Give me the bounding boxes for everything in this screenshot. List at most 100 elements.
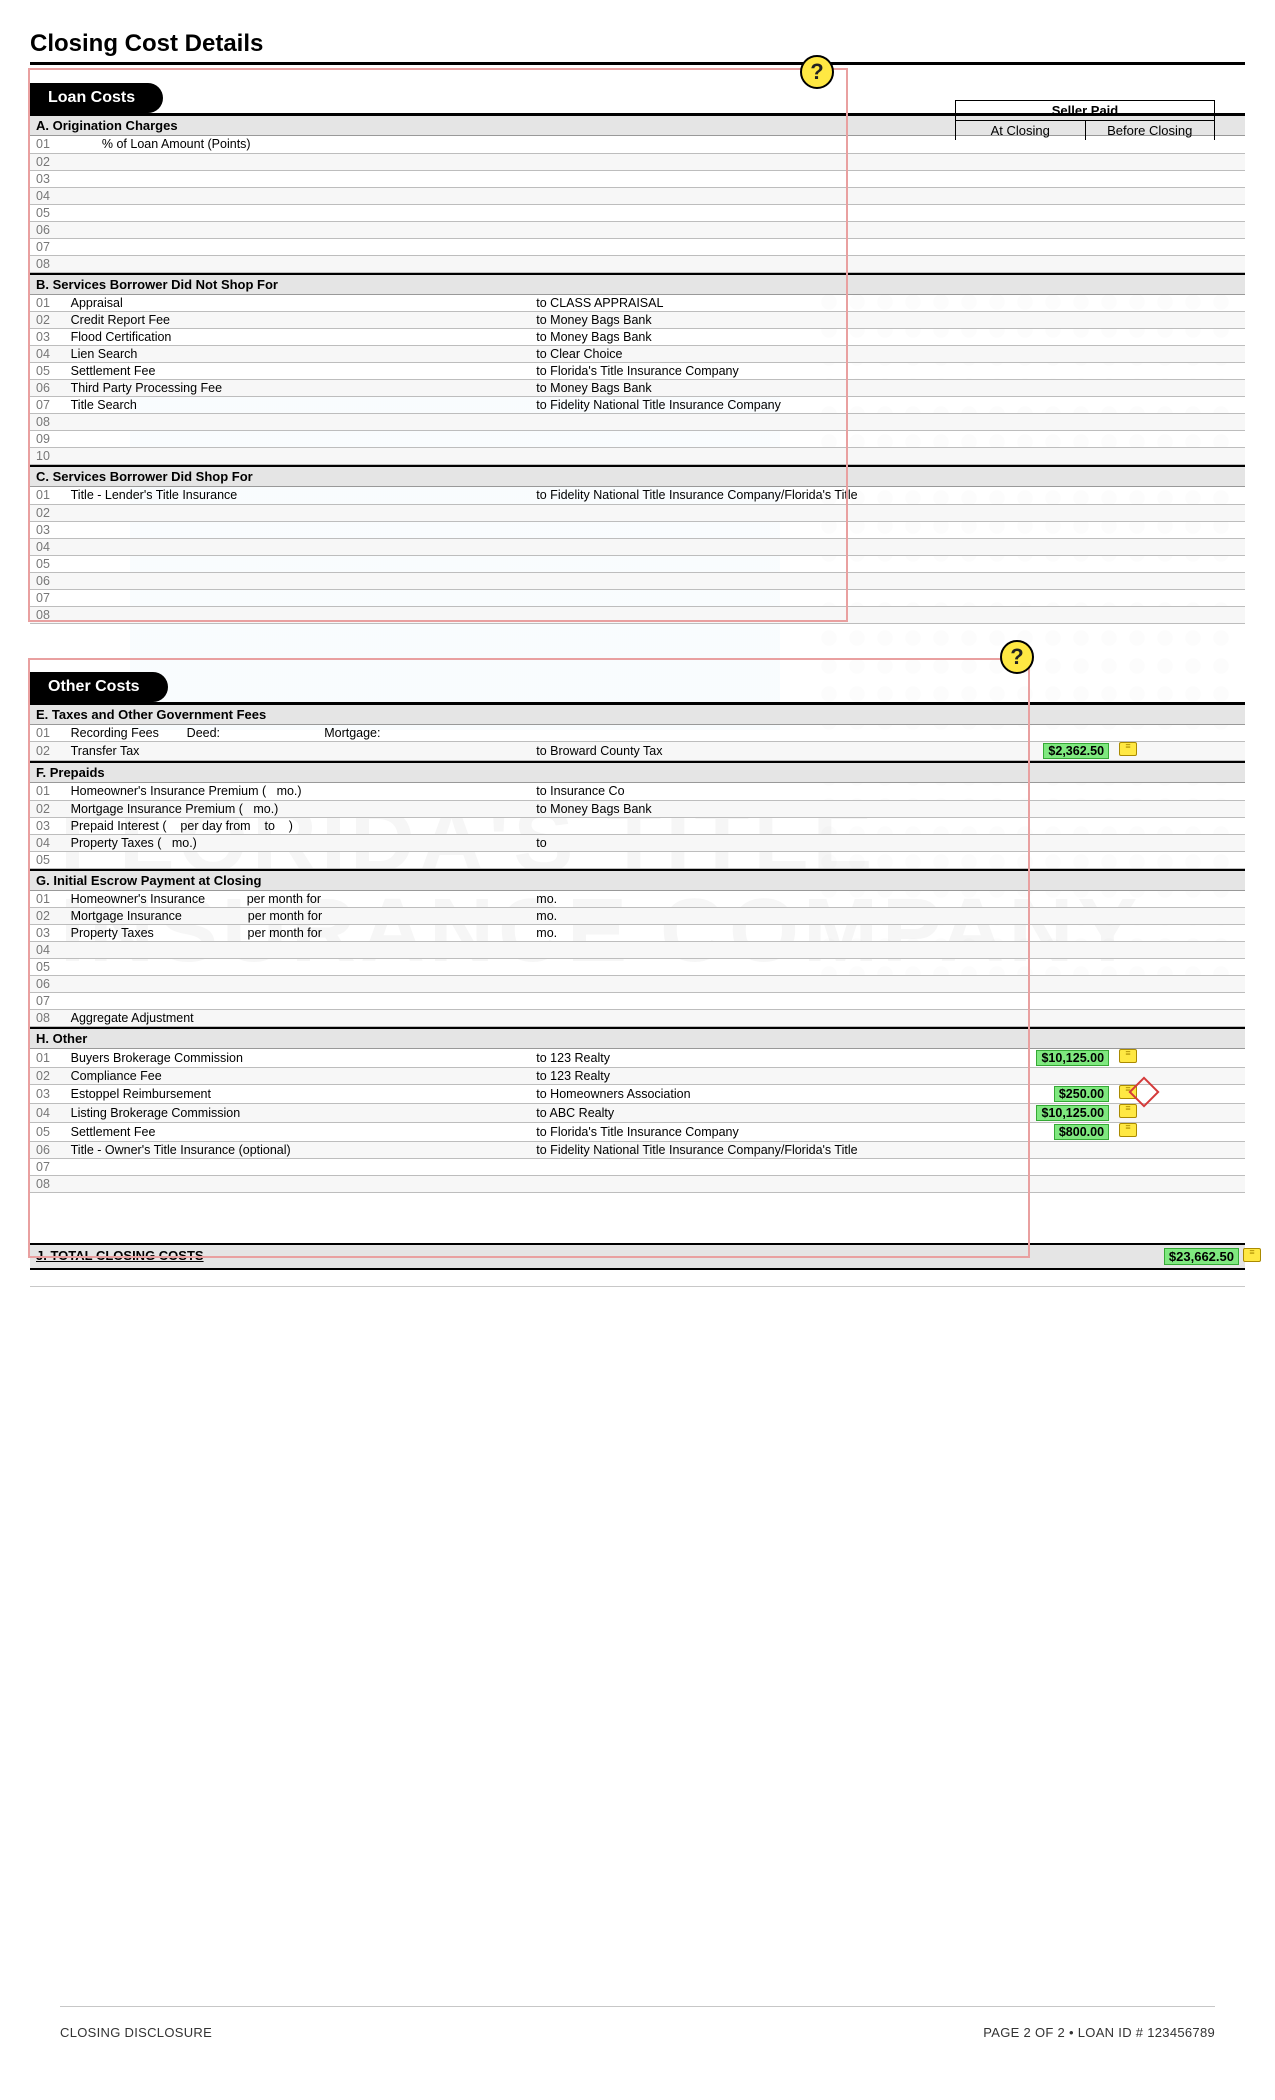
table-row: 02Mortgage Insurance Premium ( mo.)to Mo… xyxy=(30,800,1245,817)
row-description: Mortgage Insurance Premium ( mo.) xyxy=(65,800,531,817)
row-payee xyxy=(530,414,985,431)
section-b-table: 01Appraisalto CLASS APPRAISAL02Credit Re… xyxy=(30,295,1245,466)
section-g-table: 01Homeowner's Insurance per month formo.… xyxy=(30,891,1245,1028)
annotation-note-icon[interactable]: ≡ xyxy=(1119,1123,1137,1137)
row-amount xyxy=(985,1010,1115,1027)
row-number: 05 xyxy=(30,851,65,868)
row-payee: to Fidelity National Title Insurance Com… xyxy=(530,1142,985,1159)
row-amount xyxy=(985,783,1115,800)
table-row: 08 xyxy=(30,414,1245,431)
table-row: 05 xyxy=(30,204,1245,221)
row-amount xyxy=(985,851,1115,868)
row-description: Title - Lender's Title Insurance xyxy=(65,487,531,504)
row-amount xyxy=(985,346,1115,363)
row-amount-before xyxy=(1115,329,1245,346)
row-payee xyxy=(530,187,985,204)
row-number: 02 xyxy=(30,800,65,817)
row-description xyxy=(65,606,531,623)
table-row: 05 xyxy=(30,851,1245,868)
row-amount xyxy=(985,238,1115,255)
row-payee: to Fidelity National Title Insurance Com… xyxy=(530,397,985,414)
row-amount xyxy=(985,414,1115,431)
row-amount-before xyxy=(1115,504,1245,521)
table-row: 03 xyxy=(30,170,1245,187)
row-number: 04 xyxy=(30,346,65,363)
row-amount-before xyxy=(1115,170,1245,187)
row-amount xyxy=(985,1176,1115,1193)
row-payee: to Clear Choice xyxy=(530,346,985,363)
annotation-note-icon[interactable]: ≡ xyxy=(1119,1104,1137,1118)
row-amount-before xyxy=(1115,448,1245,465)
row-amount-before xyxy=(1115,487,1245,504)
row-amount: $10,125.00≡ xyxy=(985,1104,1115,1123)
row-amount: $250.00≡ xyxy=(985,1085,1115,1104)
row-amount-before xyxy=(1115,993,1245,1010)
row-payee: to 123 Realty xyxy=(530,1049,985,1068)
table-row: 02Compliance Feeto 123 Realty xyxy=(30,1068,1245,1085)
seller-paid-label: Seller Paid xyxy=(956,101,1214,121)
row-number: 03 xyxy=(30,817,65,834)
row-payee xyxy=(530,538,985,555)
annotation-note-icon[interactable]: ≡ xyxy=(1119,1049,1137,1063)
row-amount: $800.00≡ xyxy=(985,1123,1115,1142)
row-payee xyxy=(530,170,985,187)
row-number: 08 xyxy=(30,414,65,431)
row-amount-before xyxy=(1115,572,1245,589)
row-payee: mo. xyxy=(530,891,985,908)
row-amount xyxy=(985,521,1115,538)
other-costs-pill: Other Costs xyxy=(30,672,168,702)
row-amount xyxy=(985,312,1115,329)
row-number: 07 xyxy=(30,397,65,414)
row-number: 10 xyxy=(30,448,65,465)
row-payee xyxy=(530,976,985,993)
row-number: 01 xyxy=(30,725,65,742)
row-description xyxy=(65,572,531,589)
row-amount-before xyxy=(1115,891,1245,908)
row-description: Transfer Tax xyxy=(65,742,531,761)
help-icon[interactable]: ? xyxy=(1000,640,1034,674)
row-description xyxy=(65,555,531,572)
row-payee xyxy=(530,136,985,153)
row-payee: to Homeowners Association xyxy=(530,1085,985,1104)
row-description xyxy=(65,153,531,170)
row-number: 06 xyxy=(30,572,65,589)
row-number: 04 xyxy=(30,942,65,959)
table-row: 01Buyers Brokerage Commissionto 123 Real… xyxy=(30,1049,1245,1068)
highlighted-amount: $800.00 xyxy=(1054,1124,1109,1140)
highlighted-amount: $250.00 xyxy=(1054,1086,1109,1102)
table-row: 10 xyxy=(30,448,1245,465)
row-description: Prepaid Interest ( per day from to ) xyxy=(65,817,531,834)
row-amount-before xyxy=(1115,606,1245,623)
row-amount-before xyxy=(1115,959,1245,976)
row-number: 03 xyxy=(30,170,65,187)
row-description: Property Taxes per month for xyxy=(65,925,531,942)
table-row: 04 xyxy=(30,187,1245,204)
row-amount-before xyxy=(1115,976,1245,993)
annotation-note-icon[interactable]: ≡ xyxy=(1243,1248,1261,1262)
row-payee: to Money Bags Bank xyxy=(530,329,985,346)
row-amount-before xyxy=(1115,414,1245,431)
row-number: 07 xyxy=(30,1159,65,1176)
row-number: 01 xyxy=(30,295,65,312)
row-amount xyxy=(985,329,1115,346)
table-row: 01Homeowner's Insurance Premium ( mo.)to… xyxy=(30,783,1245,800)
help-icon[interactable]: ? xyxy=(800,55,834,89)
row-description: Third Party Processing Fee xyxy=(65,380,531,397)
table-row: 03Estoppel Reimbursementto Homeowners As… xyxy=(30,1085,1245,1104)
row-amount-before xyxy=(1115,431,1245,448)
row-description: Homeowner's Insurance per month for xyxy=(65,891,531,908)
row-payee xyxy=(530,1010,985,1027)
row-description xyxy=(65,538,531,555)
section-g-header: G. Initial Escrow Payment at Closing xyxy=(30,869,1245,891)
row-amount xyxy=(985,153,1115,170)
row-amount-before xyxy=(1115,346,1245,363)
row-amount xyxy=(985,1068,1115,1085)
row-amount xyxy=(985,1159,1115,1176)
row-amount xyxy=(985,817,1115,834)
row-description: Settlement Fee xyxy=(65,363,531,380)
annotation-note-icon[interactable]: ≡ xyxy=(1119,742,1137,756)
row-number: 06 xyxy=(30,1142,65,1159)
row-amount-before xyxy=(1115,800,1245,817)
row-number: 03 xyxy=(30,329,65,346)
row-number: 01 xyxy=(30,891,65,908)
